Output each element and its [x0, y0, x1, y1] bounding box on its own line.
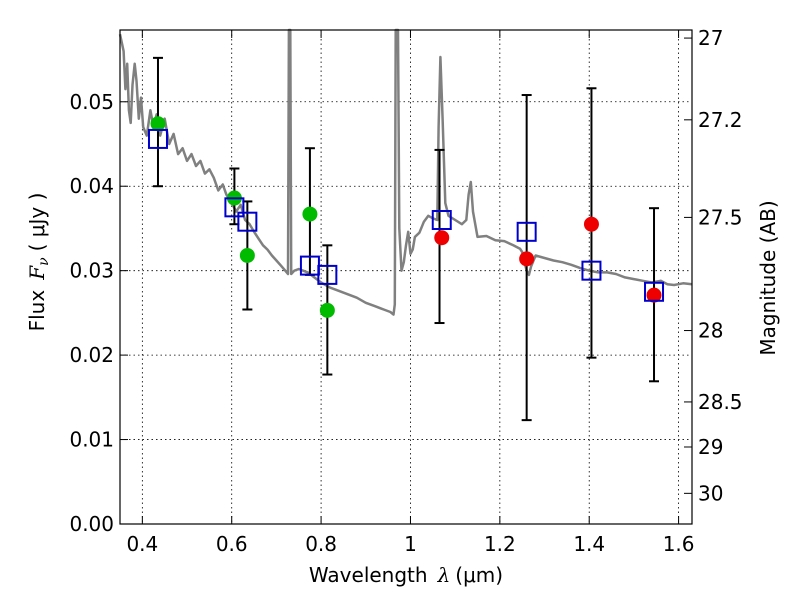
model-sed-line: [118, 28, 693, 316]
model-photometry-square: [516, 221, 537, 242]
y2-axis-title: Magnitude (AB): [756, 200, 780, 355]
y2-tick-label: 27.5: [698, 205, 743, 229]
y-axis-title-subscript: ν: [36, 257, 52, 266]
model-photometry-square: [431, 210, 452, 230]
x-axis-title-prefix: Wavelength: [309, 563, 428, 587]
plot-area: [118, 28, 693, 422]
y2-tick-label: 28.5: [698, 390, 743, 414]
model-photometry-square: [147, 128, 168, 149]
y-tick-label: 0.02: [69, 343, 114, 367]
model-photometry-square: [224, 197, 245, 218]
y-axis-title-unit: ( μJy ): [25, 193, 49, 252]
y-tick-label: 0.00: [69, 512, 114, 536]
y-axis-title-symbol: F: [25, 265, 49, 281]
y-tick-label: 0.01: [69, 428, 114, 452]
plot-frame: [119, 29, 693, 525]
y-axis-title-prefix: Flux: [25, 290, 49, 332]
x-tick-label: 0.8: [305, 532, 337, 556]
red-data-point: [519, 251, 535, 267]
green-points: [150, 116, 335, 318]
x-tick-label: 0.6: [216, 532, 248, 556]
y2-tick-label: 28: [698, 319, 723, 343]
model-photometry-square: [317, 264, 338, 285]
green-data-point: [239, 247, 255, 263]
model-photometry-square: [237, 211, 258, 232]
green-data-point: [319, 302, 335, 318]
y-tick-label: 0.03: [69, 259, 114, 283]
y-tick-label: 0.04: [69, 174, 114, 198]
red-data-point: [646, 287, 662, 303]
green-data-point: [302, 206, 318, 222]
grid-lines: [120, 30, 692, 525]
red-data-point: [434, 230, 450, 246]
model-photometry-square: [581, 260, 602, 281]
y2-tick-label: 27.2: [698, 108, 743, 132]
model-photometry-squares: [147, 128, 665, 302]
x-axis-title: Wavelength λ (μm): [309, 563, 503, 587]
y2-tick-label: 30: [698, 481, 723, 505]
y2-tick-label: 29: [698, 435, 723, 459]
red-points: [434, 216, 662, 303]
x-tick-label: 1.6: [663, 532, 695, 556]
y-axis-title: Flux Fν ( μJy ): [25, 193, 52, 332]
axis-ticks: 0.4 0.6 0.8 1 1.2 1.4 1.6 0.00 0.01 0.02 0.03 0.04 0…: [69, 26, 742, 556]
x-axis-title-symbol: λ: [437, 563, 451, 587]
x-tick-label: 1: [404, 532, 417, 556]
x-axis-title-unit: (μm): [455, 563, 503, 587]
y-tick-label: 0.05: [69, 90, 114, 114]
x-tick-label: 1.2: [484, 532, 516, 556]
y2-tick-label: 27: [698, 26, 723, 50]
red-data-point: [583, 216, 599, 232]
x-tick-label: 1.4: [573, 532, 605, 556]
green-data-point: [150, 116, 166, 132]
x-tick-label: 0.4: [126, 532, 158, 556]
model-photometry-square: [644, 281, 665, 302]
